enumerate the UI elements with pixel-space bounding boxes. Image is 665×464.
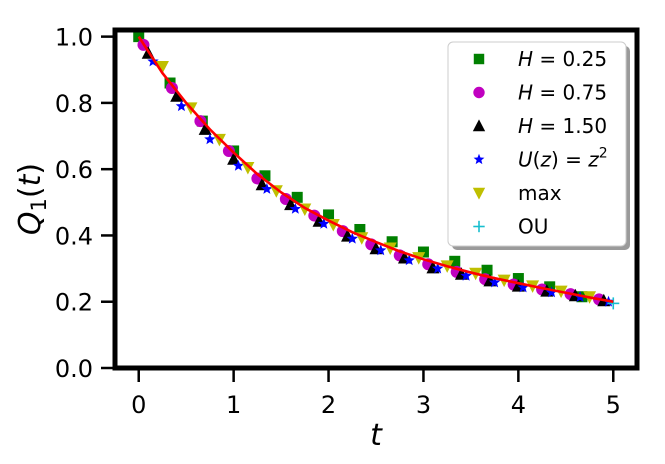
data-point-h-0-25-9 bbox=[417, 246, 429, 258]
legend-marker-h-0-25 bbox=[473, 53, 485, 65]
legend-label-h-1-50: H = 1.50 bbox=[518, 114, 607, 138]
data-point-u-z-z-2-4 bbox=[261, 183, 273, 194]
data-point-u-z-z-2-3 bbox=[232, 159, 245, 171]
data-point-u-z-z-2-5 bbox=[289, 202, 302, 214]
data-point-u-z-z-2-9 bbox=[403, 254, 415, 266]
axes-frame bbox=[112, 27, 640, 371]
legend-label-h-0-25: H = 0.25 bbox=[518, 47, 607, 71]
data-point-u-z-z-2-11 bbox=[460, 269, 472, 281]
data-point-h-0-75-3 bbox=[222, 144, 235, 157]
data-point-max-0 bbox=[155, 60, 169, 74]
axes: 0 1 2 3 4 5 0.0 0.2 0.4 0.6 0.8 1.0 t Q1(t) bbox=[13, 24, 640, 453]
data-point-max-4 bbox=[269, 185, 283, 198]
data-point-u-z-z-2-2 bbox=[204, 133, 216, 145]
data-point-max-3 bbox=[241, 162, 255, 175]
data-point-u-z-z-2-8 bbox=[375, 244, 387, 256]
x-tick-label-5: 5 bbox=[606, 391, 621, 419]
x-tick-label-0: 0 bbox=[131, 391, 146, 419]
legend-marker-h-1-50 bbox=[472, 119, 486, 132]
x-tick-label-2: 2 bbox=[321, 391, 336, 419]
data-point-h-1-50-3 bbox=[227, 152, 241, 165]
data-point-h-0-25-4 bbox=[259, 170, 271, 182]
data-point-h-0-75-2 bbox=[194, 115, 207, 128]
legend-label-max: max bbox=[518, 181, 562, 205]
y-axis-label: Q1(t) bbox=[13, 163, 51, 235]
plot-area bbox=[133, 31, 620, 310]
data-point-u-z-z-2-0 bbox=[147, 55, 159, 67]
legend-marker-max bbox=[472, 187, 486, 200]
data-point-h-0-25-13 bbox=[544, 281, 556, 293]
data-point-h-0-25-11 bbox=[481, 264, 493, 276]
x-axis-label: t bbox=[370, 418, 383, 453]
data-point-u-z-z-2-1 bbox=[175, 100, 188, 112]
x-tick-label-4: 4 bbox=[511, 391, 526, 419]
y-tick-label-2: 0.4 bbox=[55, 222, 93, 250]
legend-label-u-z-z-2: U(z) = z2 bbox=[518, 146, 608, 172]
data-point-h-0-25-8 bbox=[386, 236, 398, 248]
y-tick-label-4: 0.8 bbox=[55, 90, 93, 118]
legend-marker-u-z-z-2 bbox=[473, 153, 485, 165]
y-tick-label-1: 0.2 bbox=[55, 289, 93, 317]
data-point-u-z-z-2-6 bbox=[318, 217, 330, 229]
data-point-h-0-75-1 bbox=[165, 81, 178, 94]
x-tick-label-1: 1 bbox=[226, 391, 241, 419]
y-tick-label-3: 0.6 bbox=[55, 156, 93, 184]
legend-marker-ou bbox=[473, 220, 485, 233]
data-point-u-z-z-2-12 bbox=[488, 276, 501, 288]
legend-box bbox=[447, 41, 627, 247]
legend-label-h-0-75: H = 0.75 bbox=[518, 81, 607, 105]
legend-marker-h-0-75 bbox=[473, 86, 485, 99]
data-point-h-1-50-2 bbox=[198, 122, 212, 135]
y-tick-label-0: 0.0 bbox=[55, 355, 93, 383]
legend-label-ou: OU bbox=[518, 215, 548, 239]
data-point-h-0-25-0 bbox=[133, 31, 145, 43]
x-tick-label-3: 3 bbox=[416, 391, 431, 419]
data-point-h-0-25-12 bbox=[512, 273, 524, 285]
data-point-u-z-z-2-10 bbox=[431, 262, 444, 274]
legend: H = 0.25 H = 0.75 H = 1.50 U(z) = z2 max OU bbox=[447, 41, 630, 250]
data-point-u-z-z-2-14 bbox=[545, 286, 558, 298]
y-tick-label-5: 1.0 bbox=[55, 24, 93, 52]
data-point-ou-0 bbox=[607, 297, 620, 310]
data-point-u-z-z-2-13 bbox=[517, 281, 529, 293]
data-point-h-0-25-7 bbox=[354, 223, 366, 235]
data-point-h-1-50-1 bbox=[170, 89, 184, 102]
fit-line bbox=[137, 35, 614, 304]
data-point-h-0-25-6 bbox=[323, 209, 335, 221]
data-point-h-0-25-10 bbox=[449, 255, 461, 267]
data-point-u-z-z-2-7 bbox=[346, 232, 358, 244]
data-point-h-0-25-5 bbox=[291, 191, 303, 203]
